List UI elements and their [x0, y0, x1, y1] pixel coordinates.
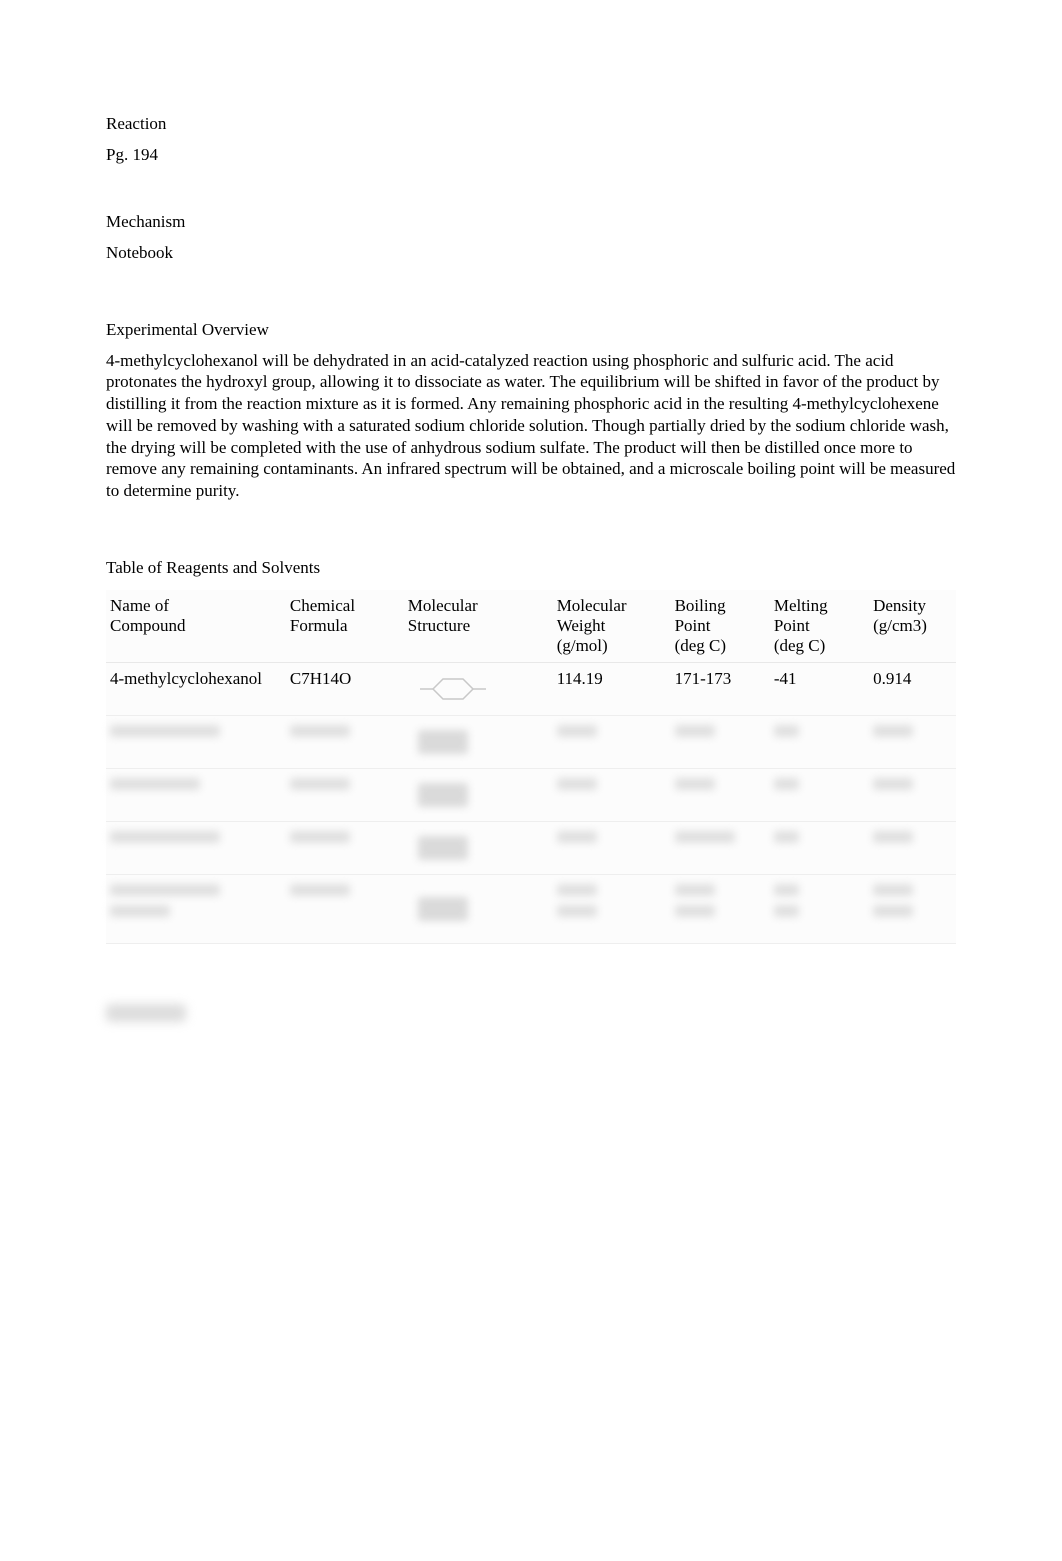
table-section: Table of Reagents and Solvents Name of C… — [106, 558, 956, 944]
cell-structure — [404, 662, 553, 715]
cell-boiling — [671, 874, 770, 943]
cell-name — [106, 821, 286, 874]
cell-melting — [770, 715, 869, 768]
overview-section: Experimental Overview 4-methylcyclohexan… — [106, 320, 956, 502]
reaction-heading: Reaction — [106, 114, 956, 134]
cell-weight — [553, 768, 671, 821]
cell-structure — [404, 874, 553, 943]
col-header-boiling: Boiling Point (deg C) — [671, 590, 770, 663]
cell-weight — [553, 874, 671, 943]
cell-density: 0.914 — [869, 662, 956, 715]
table-row — [106, 874, 956, 943]
cell-name — [106, 715, 286, 768]
overview-text: 4-methylcyclohexanol will be dehydrated … — [106, 350, 956, 502]
reaction-section: Reaction Pg. 194 — [106, 114, 956, 166]
mechanism-section: Mechanism Notebook — [106, 212, 956, 264]
table-row — [106, 768, 956, 821]
col-header-formula: Chemical Formula — [286, 590, 404, 663]
cell-boiling — [671, 821, 770, 874]
cell-density — [869, 874, 956, 943]
table-heading: Table of Reagents and Solvents — [106, 558, 956, 578]
cell-formula — [286, 715, 404, 768]
col-header-weight: Molecular Weight (g/mol) — [553, 590, 671, 663]
cell-density — [869, 715, 956, 768]
cell-formula — [286, 874, 404, 943]
cell-melting — [770, 821, 869, 874]
table-row — [106, 821, 956, 874]
cell-boiling — [671, 768, 770, 821]
cell-structure — [404, 715, 553, 768]
mechanism-heading: Mechanism — [106, 212, 956, 232]
cell-name — [106, 768, 286, 821]
reaction-page-ref: Pg. 194 — [106, 144, 956, 166]
table-row: 4-methylcyclohexanol C7H14O 114.19 171-1… — [106, 662, 956, 715]
cell-boiling — [671, 715, 770, 768]
mechanism-subheading: Notebook — [106, 242, 956, 264]
cell-weight — [553, 715, 671, 768]
procedure-section — [106, 944, 956, 1027]
cell-melting — [770, 768, 869, 821]
reagents-table-wrap: Name of Compound Chemical Formula Molecu… — [106, 590, 956, 944]
cell-boiling: 171-173 — [671, 662, 770, 715]
cell-density — [869, 768, 956, 821]
procedure-heading-blurred — [106, 1004, 186, 1022]
col-header-density: Density (g/cm3) — [869, 590, 956, 663]
cell-melting: -41 — [770, 662, 869, 715]
cell-structure — [404, 821, 553, 874]
cell-weight — [553, 821, 671, 874]
col-header-name: Name of Compound — [106, 590, 286, 663]
cell-melting — [770, 874, 869, 943]
structure-icon — [408, 669, 498, 709]
col-header-melting: Melting Point (deg C) — [770, 590, 869, 663]
reagents-table: Name of Compound Chemical Formula Molecu… — [106, 590, 956, 944]
cell-name: 4-methylcyclohexanol — [106, 662, 286, 715]
cell-density — [869, 821, 956, 874]
cell-weight: 114.19 — [553, 662, 671, 715]
cell-formula: C7H14O — [286, 662, 404, 715]
cell-formula — [286, 821, 404, 874]
col-header-structure: Molecular Structure — [404, 590, 553, 663]
cell-name — [106, 874, 286, 943]
cell-structure — [404, 768, 553, 821]
table-header-row: Name of Compound Chemical Formula Molecu… — [106, 590, 956, 663]
overview-heading: Experimental Overview — [106, 320, 956, 340]
table-row — [106, 715, 956, 768]
cell-formula — [286, 768, 404, 821]
